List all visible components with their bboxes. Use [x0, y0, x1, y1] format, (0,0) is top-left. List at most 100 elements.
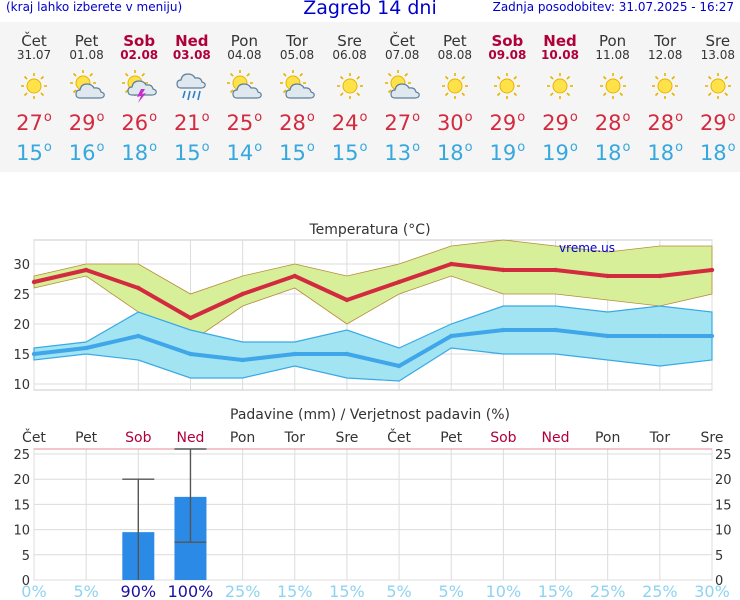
day-date: 07.08	[385, 48, 420, 62]
degree-sign: o	[569, 110, 578, 125]
forecast-day: Čet 07.08 27o 13o	[376, 22, 428, 172]
max-temp-point	[501, 267, 506, 273]
day-date: 06.08	[332, 48, 367, 62]
degree-sign: o	[622, 140, 631, 155]
precipitation-day-label: Pon	[595, 430, 620, 446]
day-date: 01.08	[69, 48, 104, 62]
precipitation-probability: 15%	[538, 582, 574, 600]
degree-sign: o	[517, 140, 526, 155]
max-temp-point	[396, 279, 402, 285]
precipitation-day-label: Pet	[440, 430, 463, 446]
min-temp-point	[657, 333, 663, 339]
min-temp-point	[396, 363, 402, 369]
min-temp: 18o	[113, 140, 165, 165]
min-temp: 16o	[61, 140, 113, 165]
min-temp-point	[31, 351, 37, 357]
precipitation-probability: 25%	[642, 582, 678, 600]
max-temp-value: 29	[699, 111, 727, 135]
max-temp-point	[292, 273, 297, 279]
precipitation-probability: 100%	[168, 582, 214, 600]
forecast-day: Pon 04.08 25o 14o	[218, 22, 270, 172]
min-temp: 15o	[271, 140, 323, 165]
precipitation-day-label: Sre	[701, 430, 724, 446]
max-temp-point	[657, 273, 663, 279]
min-temp-value: 18	[594, 141, 622, 165]
max-temp-point	[709, 267, 715, 273]
precipitation-probability: 5%	[439, 582, 464, 600]
precipitation-y-tick-right: 0	[715, 574, 723, 589]
day-name: Čet	[389, 32, 415, 50]
sun-icon	[332, 70, 368, 102]
max-temp-point	[605, 273, 610, 279]
temperature-chart-title: Temperatura (°C)	[308, 222, 430, 238]
min-temp: 18o	[429, 140, 481, 165]
degree-sign: o	[43, 110, 52, 125]
precipitation-day-label: Tor	[284, 430, 306, 446]
max-temp-value: 29	[542, 111, 569, 135]
day-name: Pon	[598, 32, 627, 50]
min-temp-value: 19	[489, 141, 517, 165]
max-temp: 27o	[376, 110, 428, 135]
precipitation-y-tick-left: 5	[22, 549, 30, 564]
max-temp-value: 29	[489, 111, 517, 135]
degree-sign: o	[201, 140, 210, 155]
degree-sign: o	[517, 110, 526, 125]
min-temp: 15o	[324, 140, 376, 165]
max-temp-line	[33, 262, 713, 320]
min-temp-value: 18	[647, 141, 675, 165]
max-temp-point	[136, 285, 141, 291]
day-name: Tor	[286, 32, 308, 50]
precipitation-chart-title: Padavine (mm) / Verjetnost padavin (%)	[230, 407, 510, 423]
degree-sign: o	[727, 140, 736, 155]
degree-sign: o	[412, 110, 421, 125]
day-date: 05.08	[279, 48, 315, 62]
day-date: 31.07	[16, 48, 52, 62]
degree-sign: o	[306, 140, 315, 155]
precipitation-day-label: Sob	[125, 430, 151, 446]
max-temp-value: 25	[226, 111, 254, 135]
precipitation-probability: 15%	[329, 582, 365, 600]
max-temp-value: 26	[121, 111, 149, 135]
day-name: Pet	[74, 32, 99, 50]
day-date: 03.08	[172, 48, 211, 62]
sun-storm-icon	[121, 70, 157, 103]
last-updated: Zadnja posodobitev: 31.07.2025 - 16:27	[492, 0, 734, 14]
degree-sign: o	[43, 140, 52, 155]
day-name: Tor	[654, 32, 677, 50]
max-temp-point	[31, 279, 37, 285]
min-temp-point	[344, 351, 350, 357]
day-date: 13.08	[700, 48, 735, 62]
max-temp-value: 28	[279, 111, 306, 135]
min-temp-value: 18	[121, 141, 149, 165]
forecast-day: Sre 06.08 24o 15o	[324, 22, 376, 172]
precipitation-day-label: Tor	[649, 430, 671, 446]
max-temp-value: 29	[68, 111, 96, 135]
precipitation-y-tick-right: 15	[715, 498, 732, 513]
min-temp: 18o	[587, 140, 639, 165]
degree-sign: o	[412, 140, 421, 155]
degree-sign: o	[149, 110, 158, 125]
precipitation-probability: 0%	[21, 582, 46, 600]
temperature-y-tick: 30	[13, 258, 30, 273]
temperature-y-tick: 25	[13, 288, 30, 303]
min-temp-point	[188, 351, 193, 357]
min-temp-point	[136, 333, 141, 339]
max-temp-point	[240, 291, 245, 297]
degree-sign: o	[675, 140, 684, 155]
precipitation-y-tick-left: 15	[13, 498, 30, 513]
sun-icon	[489, 70, 525, 102]
min-temp-point	[449, 333, 454, 339]
daily-forecast-strip: Čet 31.07 27o 15o Pet 01.08 29o 16o Sob 02.08 26o 1…	[0, 22, 740, 172]
sun-icon	[542, 70, 578, 102]
degree-sign: o	[149, 140, 158, 155]
degree-sign: o	[464, 110, 473, 125]
rain-cloud-icon	[174, 70, 210, 102]
temperature-y-tick: 20	[13, 318, 30, 333]
forecast-day: Pet 08.08 30o 18o	[429, 22, 481, 172]
degree-sign: o	[622, 110, 631, 125]
precipitation-y-tick-right: 25	[715, 448, 732, 463]
forecast-day: Sob 02.08 26o 18o	[113, 22, 165, 172]
day-name: Sre	[337, 32, 362, 50]
max-temp-value: 24	[331, 111, 359, 135]
precipitation-probability: 25%	[225, 582, 261, 600]
